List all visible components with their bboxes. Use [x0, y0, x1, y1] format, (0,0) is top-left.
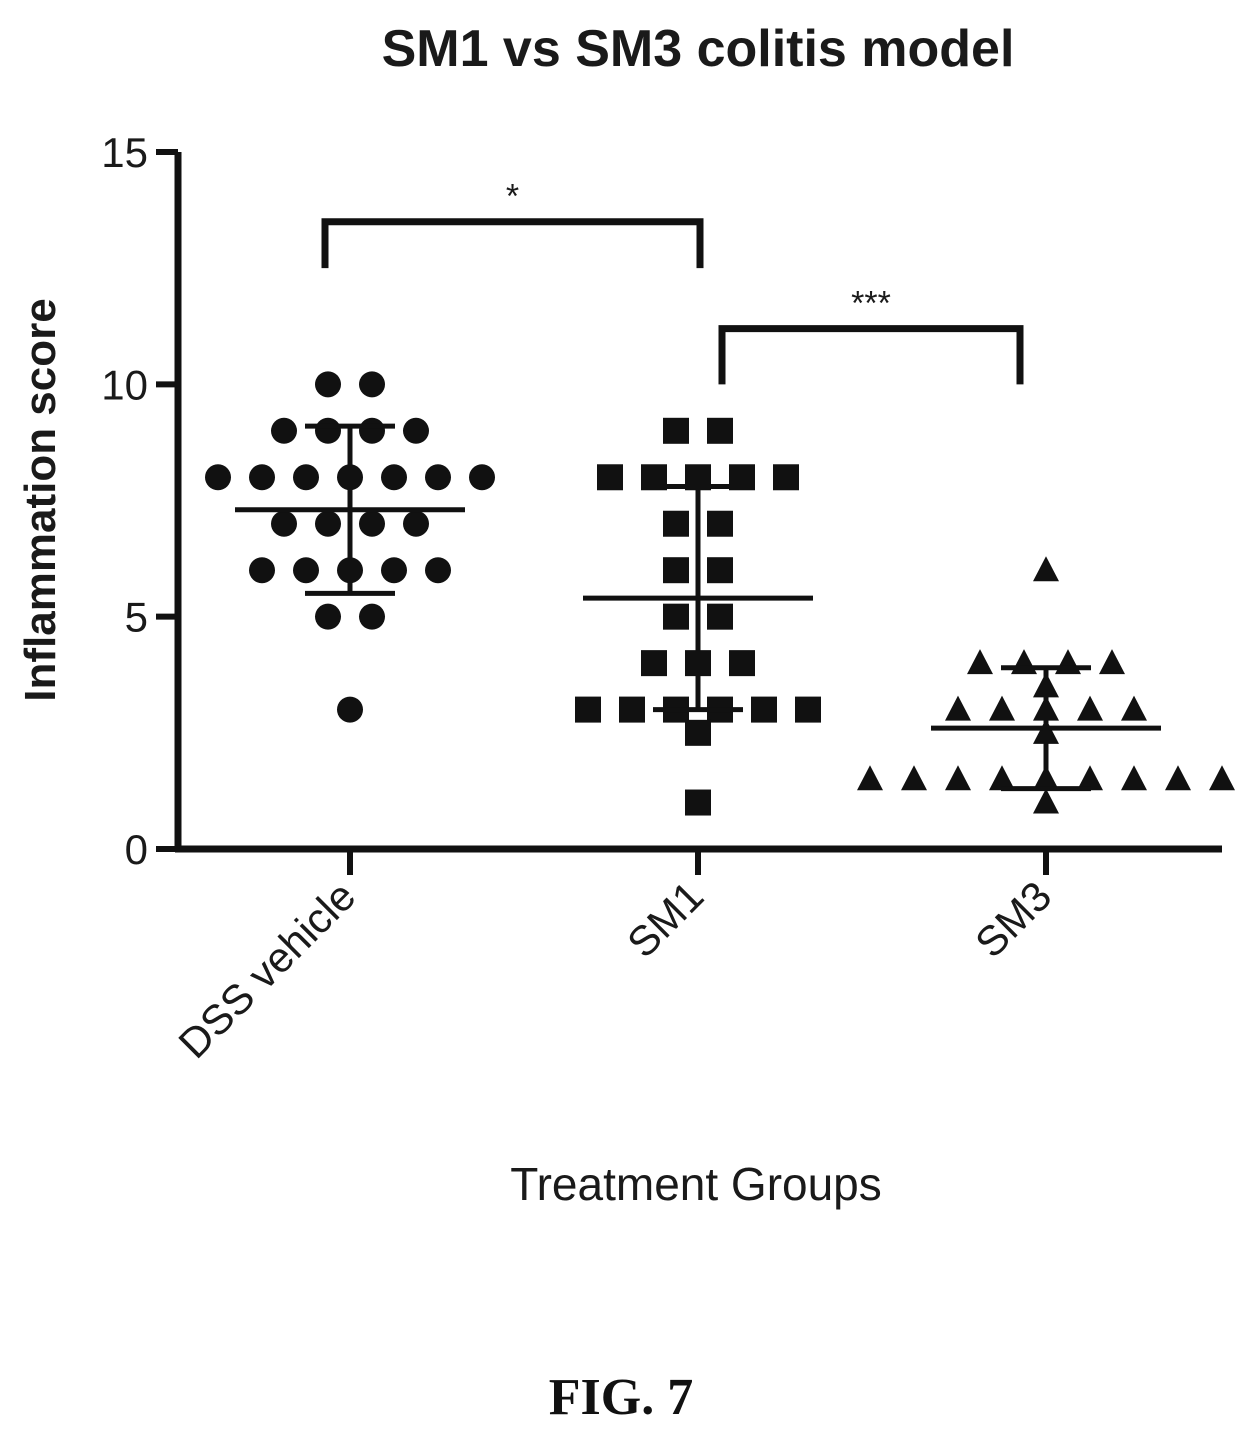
data-point-triangle — [1033, 788, 1059, 814]
data-point-triangle — [1055, 649, 1081, 675]
data-point-square — [773, 464, 799, 491]
category-labels: DSS vehicle SM1 SM3 — [169, 849, 1060, 1067]
data-point-circle — [271, 510, 297, 537]
data-point-circle — [293, 464, 319, 491]
chart-title: SM1 vs SM3 colitis model — [382, 20, 1015, 78]
data-point-square — [663, 417, 689, 444]
data-point-square — [795, 696, 821, 723]
significance-brackets: **** — [321, 178, 1024, 385]
data-point-circle — [271, 417, 297, 444]
data-point-square — [619, 696, 645, 723]
data-point-circle — [359, 603, 385, 630]
data-point-triangle — [1099, 649, 1125, 675]
data-point-square — [641, 650, 667, 677]
data-point-circle — [381, 557, 407, 584]
significance-bracket — [718, 325, 1024, 385]
data-point-square — [707, 603, 733, 630]
data-point-square — [663, 603, 689, 630]
data-point-square — [707, 557, 733, 584]
data-point-circle — [359, 510, 385, 537]
data-point-triangle — [1011, 649, 1037, 675]
data-point-circle — [359, 417, 385, 444]
y-tick-label: 15 — [101, 129, 148, 176]
chart: SM1 vs SM3 colitis model 0 5 10 15 DSS vehi… — [16, 20, 1235, 1210]
data-point-circle — [381, 464, 407, 491]
data-point-triangle — [1165, 765, 1191, 791]
data-point-circle — [205, 464, 231, 491]
data-point-triangle — [945, 695, 971, 721]
figure-label: FIG. 7 — [548, 1369, 694, 1426]
data-point-circle — [315, 510, 341, 537]
data-point-square — [663, 510, 689, 537]
data-point-square — [751, 696, 777, 723]
data-point-triangle — [967, 649, 993, 675]
data-point-circle — [469, 464, 495, 491]
x-tick-label: SM1 — [618, 872, 712, 966]
y-tick-label: 5 — [125, 594, 148, 641]
data-point-circle — [359, 371, 385, 398]
y-tick-label: 10 — [101, 361, 148, 408]
data-point-circle — [249, 464, 275, 491]
data-point-circle — [315, 603, 341, 630]
data-point-circle — [403, 510, 429, 537]
data-point-triangle — [1077, 695, 1103, 721]
y-tick-label: 0 — [125, 826, 148, 873]
data-point-square — [685, 719, 711, 746]
data-points — [205, 371, 1235, 816]
data-point-triangle — [901, 765, 927, 791]
data-point-triangle — [1209, 765, 1235, 791]
error-bars — [235, 423, 1161, 792]
significance-label: * — [506, 178, 519, 216]
data-point-square — [707, 510, 733, 537]
data-point-circle — [403, 417, 429, 444]
data-point-triangle — [989, 695, 1015, 721]
data-point-triangle — [1121, 765, 1147, 791]
data-point-triangle — [1033, 556, 1059, 582]
data-point-triangle — [945, 765, 971, 791]
x-tick-label: SM3 — [966, 872, 1060, 966]
data-point-triangle — [857, 765, 883, 791]
significance-bracket — [321, 218, 704, 269]
data-point-circle — [249, 557, 275, 584]
data-point-circle — [315, 417, 341, 444]
data-point-square — [685, 789, 711, 816]
data-point-square — [663, 557, 689, 584]
x-tick-label: DSS vehicle — [169, 872, 364, 1067]
data-point-square — [707, 417, 733, 444]
data-point-square — [575, 696, 601, 723]
x-axis-label: Treatment Groups — [510, 1158, 882, 1210]
data-point-circle — [425, 557, 451, 584]
y-axis-label: Inflammation score — [16, 298, 65, 701]
data-point-circle — [337, 696, 363, 723]
data-point-circle — [293, 557, 319, 584]
data-point-square — [729, 650, 755, 677]
data-point-circle — [315, 371, 341, 398]
data-point-triangle — [989, 765, 1015, 791]
y-ticks: 0 5 10 15 — [101, 129, 178, 873]
data-point-square — [597, 464, 623, 491]
significance-label: *** — [851, 285, 891, 323]
data-point-triangle — [1077, 765, 1103, 791]
data-point-circle — [425, 464, 451, 491]
data-point-triangle — [1121, 695, 1147, 721]
